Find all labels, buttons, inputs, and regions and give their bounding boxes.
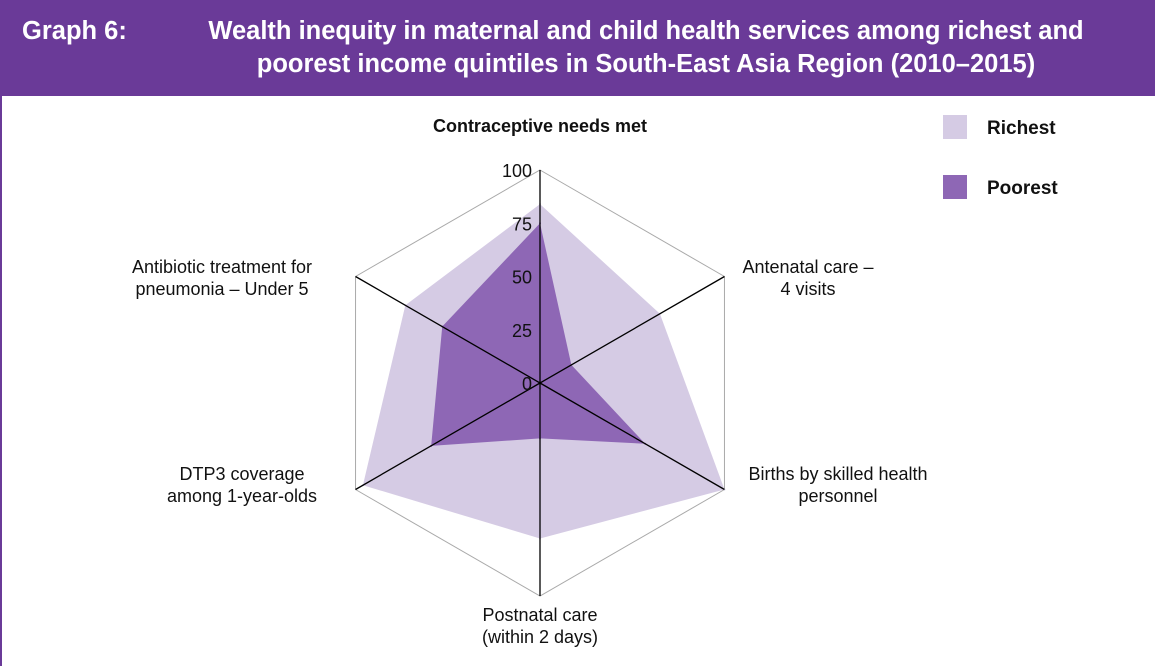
graph-title-line-1: Wealth inequity in maternal and child he… <box>208 17 1084 45</box>
axis-label-0: Contraceptive needs met <box>433 116 647 136</box>
axis-spoke-5 <box>355 275 541 384</box>
axis-spoke-2 <box>539 382 725 491</box>
legend-swatch-richest <box>943 115 967 139</box>
axis-label-2: Births by skilled health personnel <box>748 464 927 506</box>
legend-label-poorest: Poorest <box>987 178 1058 199</box>
graph-header: Graph 6: Wealth inequity in maternal and… <box>2 0 1155 96</box>
axis-label-4: DTP3 coverage among 1-year-olds <box>167 464 317 506</box>
graph-number: Graph 6: <box>22 17 127 45</box>
axis-label-5: Antibiotic treatment for pneumonia – Unde… <box>132 257 312 299</box>
axis-label-3: Postnatal care (within 2 days) <box>482 605 598 647</box>
graph-title-line-2: poorest income quintiles in South-East A… <box>256 50 1036 78</box>
axis-label-1: Antenatal care –4 visits <box>742 257 873 299</box>
tick-label-50: 50 <box>512 268 532 288</box>
tick-label-75: 75 <box>512 214 532 234</box>
graph-title: Wealth inequity in maternal and child he… <box>146 15 1146 81</box>
legend-label-richest: Richest <box>987 118 1056 139</box>
series-area-poorest <box>431 223 646 446</box>
axis-spoke-1 <box>539 275 725 384</box>
tick-label-0: 0 <box>522 374 532 394</box>
legend-swatch-poorest <box>943 175 967 199</box>
axis-spoke-4 <box>355 382 541 491</box>
tick-label-100: 100 <box>502 161 532 181</box>
tick-label-25: 25 <box>512 321 532 341</box>
